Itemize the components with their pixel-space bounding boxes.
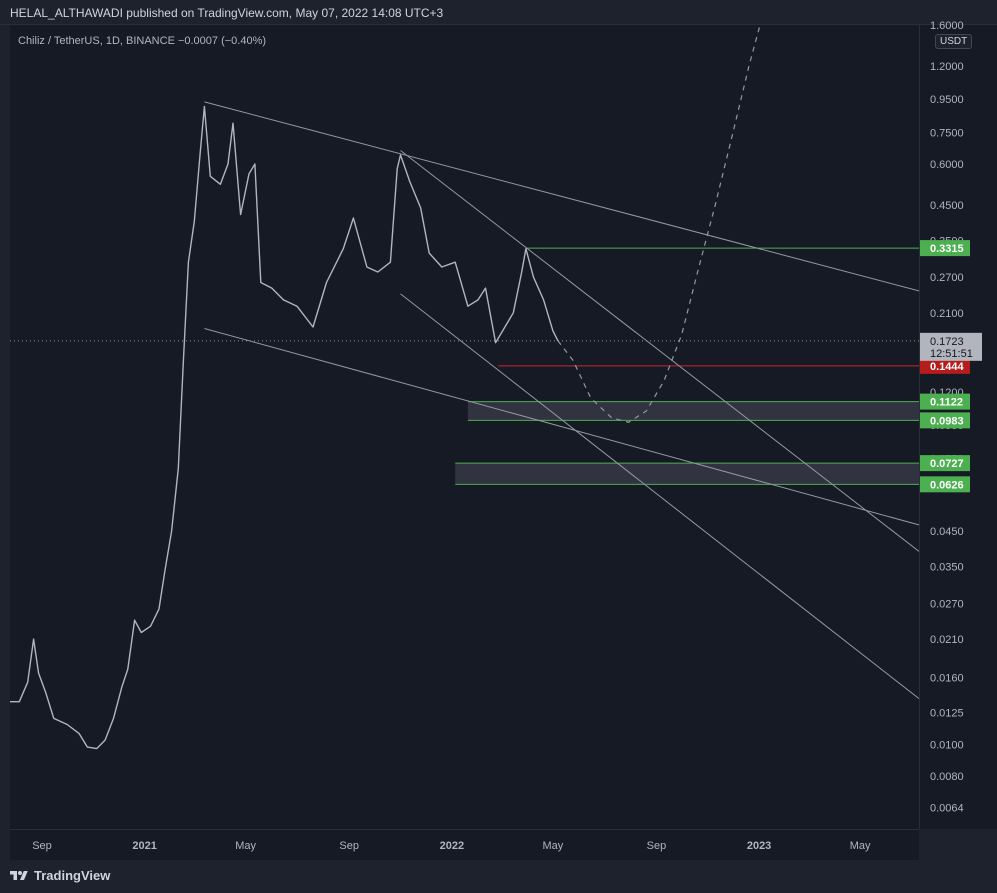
price-tick-label: 0.0100 (930, 739, 964, 751)
zone-price-label: 0.0727 (930, 458, 964, 470)
symbol-legend[interactable]: Chiliz / TetherUS, 1D, BINANCE −0.0007 (… (18, 35, 267, 47)
time-tick-label: May (235, 840, 256, 852)
price-series-line (10, 105, 559, 750)
footer-brand[interactable]: TradingView (34, 868, 111, 883)
zone-label-bg (920, 393, 970, 410)
trendline-4 (400, 293, 919, 700)
price-tick-label: 0.9500 (930, 94, 964, 106)
price-tick-label: 0.0064 (930, 803, 964, 815)
price-tick-label: 0.0270 (930, 599, 964, 611)
zone-label-bg (920, 412, 970, 429)
time-tick-label: Sep (32, 840, 52, 852)
zone-price-label: 0.0626 (930, 479, 964, 491)
trendline-3 (400, 150, 919, 552)
countdown-label: 12:51:51 (930, 348, 973, 360)
price-tick-label: 0.0210 (930, 634, 964, 646)
publish-header: HELAL_ALTHAWADI published on TradingView… (0, 0, 997, 25)
price-tick-label: 0.0160 (930, 673, 964, 685)
time-axis-labels: Sep 2021 May Sep 2022 May Sep 2023 May (32, 840, 871, 852)
time-axis[interactable]: Sep 2021 May Sep 2022 May Sep 2023 May (10, 829, 919, 860)
price-tick-label: 0.0450 (930, 526, 964, 538)
trendline-1 (204, 101, 919, 292)
time-tick-label: 2022 (440, 840, 464, 852)
time-tick-label: 2021 (132, 840, 156, 852)
publish-info: HELAL_ALTHAWADI published on TradingView… (10, 6, 444, 20)
time-tick-label: 2023 (747, 840, 771, 852)
price-tick-label: 0.0125 (930, 708, 964, 720)
chart-canvas[interactable] (10, 25, 919, 829)
price-tick-label: 1.6000 (930, 20, 964, 32)
price-tick-label: 0.2700 (930, 272, 964, 284)
time-tick-label: May (542, 840, 563, 852)
zone-price-label: 0.1122 (930, 397, 963, 409)
price-axis-labels: 1.60001.20000.95000.75000.60000.45000.35… (920, 20, 982, 815)
trendline-2 (204, 327, 919, 526)
support-zone-1 (467, 401, 919, 421)
footer: TradingView (0, 860, 997, 893)
price-tick-label: 0.2100 (930, 308, 964, 320)
price-tick-label: 1.2000 (930, 61, 964, 73)
zone-label-bg (920, 476, 970, 493)
tradingview-logo-icon[interactable] (10, 869, 28, 883)
price-tick-label: 0.0350 (930, 562, 964, 574)
price-axis[interactable]: 1.60001.20000.95000.75000.60000.45000.35… (919, 20, 997, 829)
last-price-label-bg (920, 332, 982, 361)
support-zone-2 (455, 463, 919, 485)
time-tick-label: Sep (647, 840, 667, 852)
last-price-label: 0.1723 (930, 336, 964, 348)
level-label-bg (920, 240, 970, 257)
price-tick-label: 0.4500 (930, 200, 964, 212)
time-tick-label: Sep (339, 840, 359, 852)
zone-price-label: 0.0983 (930, 415, 964, 427)
price-tick-label: 0.6000 (930, 159, 964, 171)
price-tick-label: 0.7500 (930, 127, 964, 139)
price-tick-label: 0.0080 (930, 771, 964, 783)
level-price-label: 0.1444 (930, 361, 965, 373)
level-label-bg (920, 357, 970, 374)
projection-path (557, 25, 761, 423)
level-price-label: 0.3315 (930, 243, 964, 255)
zone-label-bg (920, 455, 970, 472)
time-tick-label: May (850, 840, 871, 852)
currency-button[interactable]: USDT (935, 34, 973, 49)
chart-pane[interactable]: Chiliz / TetherUS, 1D, BINANCE −0.0007 (… (10, 25, 919, 829)
